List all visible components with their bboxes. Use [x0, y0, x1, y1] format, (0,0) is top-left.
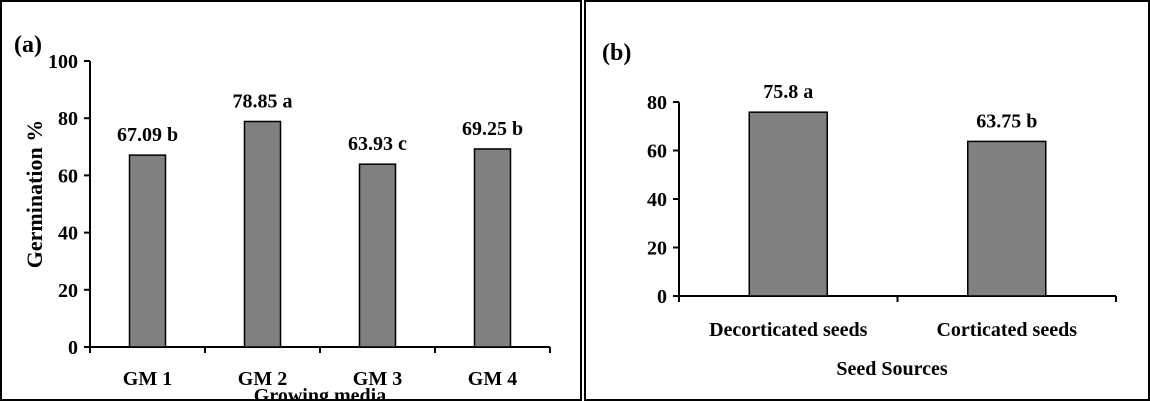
y-tick-label: 40 [647, 189, 667, 211]
bar [243, 120, 282, 348]
y-tick-label: 80 [58, 108, 78, 130]
bar [128, 154, 167, 348]
y-tick-label: 20 [58, 280, 78, 302]
y-tick-label: 100 [48, 51, 78, 73]
panel-label-b: (b) [602, 40, 631, 66]
chart-a-svg: (a) Germination % Growing media 0 20 40 60 8… [14, 32, 551, 401]
x-tick-label: GM 1 [123, 368, 172, 390]
data-label: 69.25 b [462, 118, 523, 140]
y-tick-label: 60 [647, 141, 667, 163]
chart-b-svg: (b) Seed Sources 0 20 40 60 80 75.8 a Decortic… [602, 40, 1117, 380]
data-label: 63.93 c [348, 133, 407, 155]
y-tick-label: 80 [647, 92, 667, 114]
panel-label-a: (a) [14, 32, 42, 58]
y-axis-title-a: Germination % [22, 120, 47, 269]
bar [473, 148, 512, 348]
y-tick-label: 0 [657, 286, 667, 308]
y-tick-label: 0 [68, 337, 78, 359]
data-label: 67.09 b [117, 124, 178, 146]
bar [748, 111, 828, 297]
x-tick-label: Corticated seeds [936, 319, 1077, 341]
data-label: 78.85 a [233, 90, 293, 112]
x-tick-label: GM 3 [353, 368, 402, 390]
chart-panel-a: (a) Germination % Growing media 0 20 40 60 8… [0, 0, 582, 401]
y-tick-label: 20 [647, 238, 667, 260]
data-label: 63.75 b [976, 110, 1037, 132]
x-axis-title-b: Seed Sources [836, 358, 948, 380]
bar [967, 140, 1047, 297]
chart-panel-b: (b) Seed Sources 0 20 40 60 80 75.8 a Decortic… [584, 0, 1150, 401]
x-tick-label: Decorticated seeds [709, 319, 867, 341]
x-tick-label: GM 2 [238, 368, 287, 390]
x-axis-title-a: Growing media [254, 385, 386, 401]
y-tick-label: 40 [58, 223, 78, 245]
data-label: 75.8 a [763, 81, 813, 103]
bar [358, 163, 397, 348]
x-tick-label: GM 4 [468, 368, 517, 390]
y-tick-label: 60 [58, 165, 78, 187]
